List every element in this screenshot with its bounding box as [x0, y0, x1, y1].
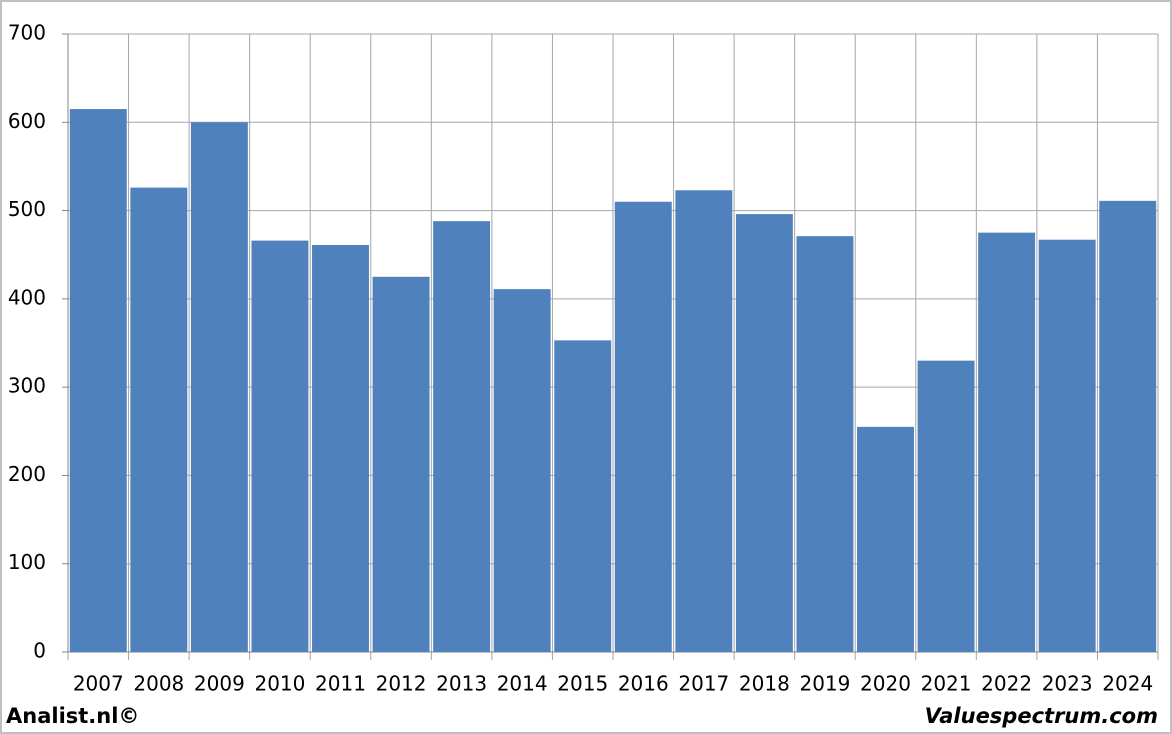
- y-tick-label: 0: [33, 639, 46, 663]
- y-tick-label: 500: [8, 197, 46, 221]
- bar: [554, 340, 612, 652]
- x-tick-label: 2015: [557, 672, 608, 696]
- x-tick-label: 2014: [497, 672, 548, 696]
- x-tick-label: 2010: [254, 672, 305, 696]
- x-tick-label: 2016: [618, 672, 669, 696]
- bar: [796, 236, 854, 652]
- bar: [433, 221, 491, 652]
- bar: [69, 109, 127, 653]
- bar: [251, 240, 309, 653]
- y-tick-label: 100: [8, 550, 46, 574]
- x-tick-label: 2013: [436, 672, 487, 696]
- bar: [493, 289, 551, 652]
- bar: [614, 201, 672, 652]
- x-tick-label: 2023: [1042, 672, 1093, 696]
- bar: [1099, 200, 1157, 653]
- x-tick-label: 2012: [376, 672, 427, 696]
- y-tick-label: 600: [8, 109, 46, 133]
- source-left: Analist.nl©: [6, 704, 139, 728]
- x-tick-label: 2020: [860, 672, 911, 696]
- bar: [130, 187, 188, 653]
- y-tick-label: 400: [8, 285, 46, 309]
- x-tick-label: 2018: [739, 672, 790, 696]
- x-tick-label: 2011: [315, 672, 366, 696]
- x-tick-label: 2017: [678, 672, 729, 696]
- bar: [312, 245, 369, 652]
- x-tick-label: 2007: [73, 672, 124, 696]
- bar: [917, 360, 975, 652]
- bar: [190, 122, 248, 653]
- x-tick-label: 2021: [921, 672, 972, 696]
- source-right: Valuespectrum.com: [925, 704, 1158, 728]
- x-tick-label: 2019: [799, 672, 850, 696]
- bar: [1038, 239, 1096, 652]
- x-tick-label: 2024: [1102, 672, 1153, 696]
- bar: [675, 190, 733, 652]
- bar: [372, 276, 430, 652]
- y-tick-label: 700: [8, 21, 46, 45]
- bar: [735, 214, 793, 653]
- y-tick-label: 300: [8, 374, 46, 398]
- y-tick-label: 200: [8, 462, 46, 486]
- x-tick-label: 2022: [981, 672, 1032, 696]
- bar: [857, 426, 914, 652]
- x-tick-label: 2008: [133, 672, 184, 696]
- x-tick-label: 2009: [194, 672, 245, 696]
- bar: [978, 232, 1036, 652]
